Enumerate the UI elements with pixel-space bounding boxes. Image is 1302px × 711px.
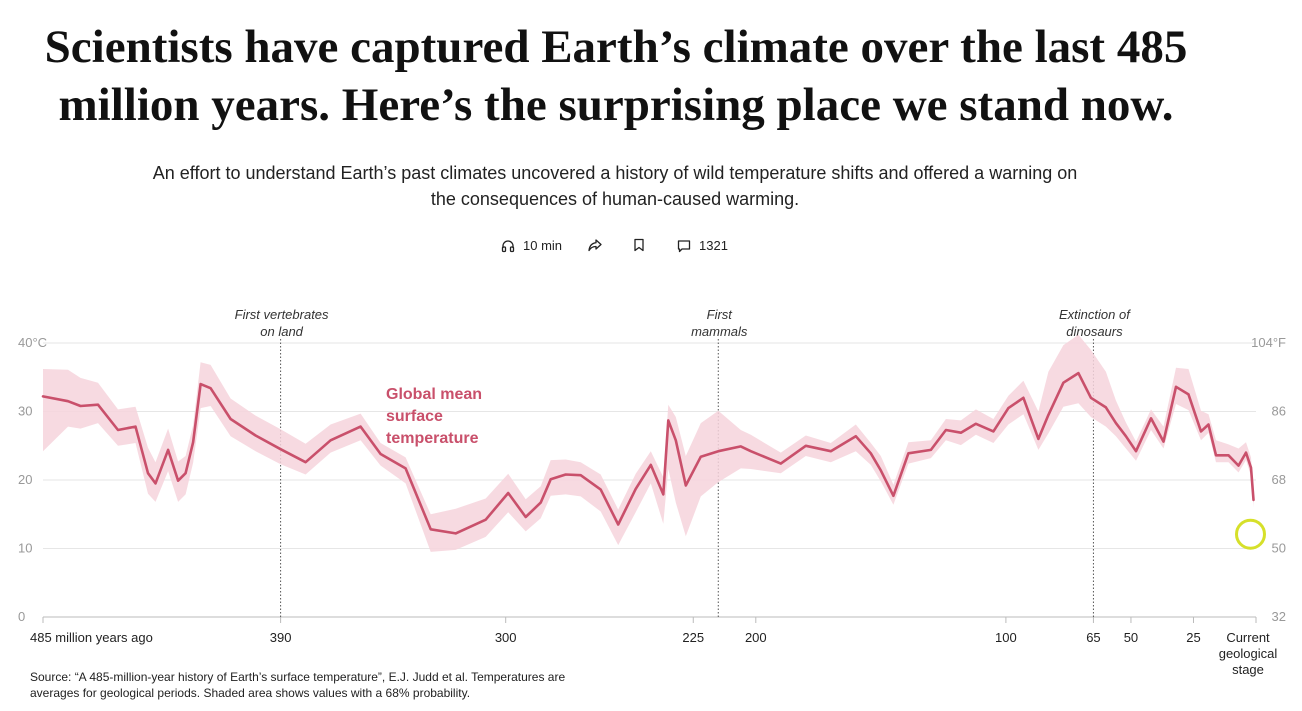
y-tick-label-right: 32: [1272, 609, 1286, 624]
y-tick-label-left: 10: [18, 541, 32, 556]
annotation-label: mammals: [691, 324, 748, 339]
bookmark-icon: [634, 238, 644, 252]
save-button[interactable]: [633, 238, 645, 252]
listen-button[interactable]: 10 min: [501, 238, 562, 253]
y-tick-label-right: 86: [1272, 404, 1286, 419]
x-tick-label: stage: [1232, 662, 1264, 677]
uncertainty-band: [43, 334, 1254, 552]
series-label: surface: [386, 408, 443, 425]
current-highlight-circle: [1234, 518, 1266, 550]
x-tick-label: 100: [995, 630, 1017, 645]
x-tick-label: 390: [270, 630, 292, 645]
x-tick-label: 485 million years ago: [30, 630, 153, 645]
annotation-label: First vertebrates: [235, 307, 329, 322]
annotation-label: dinosaurs: [1066, 324, 1123, 339]
y-tick-label-right: 68: [1272, 472, 1286, 487]
annotation-label: First: [707, 307, 734, 322]
series-label: temperature: [386, 430, 479, 447]
annotation-label: on land: [260, 324, 303, 339]
dek-line-2: the consequences of human-caused warming…: [430, 189, 800, 209]
y-tick-label-left: 20: [18, 472, 32, 487]
y-tick-label-left: 40°C: [18, 335, 47, 350]
listen-duration: 10 min: [523, 238, 563, 253]
comments-button[interactable]: 1321: [677, 238, 728, 253]
annotation-label: Extinction of: [1059, 307, 1131, 322]
x-tick-label: 65: [1086, 630, 1100, 645]
share-button[interactable]: [587, 238, 603, 252]
x-tick-label: 300: [495, 630, 517, 645]
series-label: Global mean: [386, 386, 482, 403]
dek-line-1: An effort to understand Earth’s past cli…: [152, 163, 1078, 183]
y-tick-label-left: 30: [18, 404, 32, 419]
comments-count: 1321: [699, 238, 728, 253]
headline-line-2: million years. Here’s the surprising pla…: [58, 79, 1174, 131]
headline-line-1: Scientists have captured Earth’s climate…: [44, 21, 1188, 73]
share-icon: [588, 239, 602, 252]
y-tick-label-right: 50: [1272, 541, 1286, 556]
x-tick-label: 50: [1124, 630, 1138, 645]
headline: Scientists have captured Earth’s climate…: [0, 18, 1232, 134]
x-tick-label: Current: [1226, 630, 1270, 645]
source-note: Source: “A 485-million-year history of E…: [30, 669, 630, 701]
source-line-2: averages for geological periods. Shaded …: [30, 686, 471, 700]
y-tick-label-right: 104°F: [1251, 335, 1286, 350]
headphones-icon: [501, 239, 515, 252]
article-toolbar: 10 min 1321: [0, 238, 1232, 260]
x-tick-label: 25: [1186, 630, 1200, 645]
x-tick-label: 200: [745, 630, 767, 645]
x-tick-label: geological: [1219, 646, 1278, 661]
dek: An effort to understand Earth’s past cli…: [100, 160, 1130, 212]
comment-icon: [677, 239, 691, 252]
x-tick-label: 225: [682, 630, 704, 645]
y-tick-label-left: 0: [18, 609, 25, 624]
source-line-1: Source: “A 485-million-year history of E…: [30, 670, 566, 684]
temperature-line: [41, 371, 1255, 535]
